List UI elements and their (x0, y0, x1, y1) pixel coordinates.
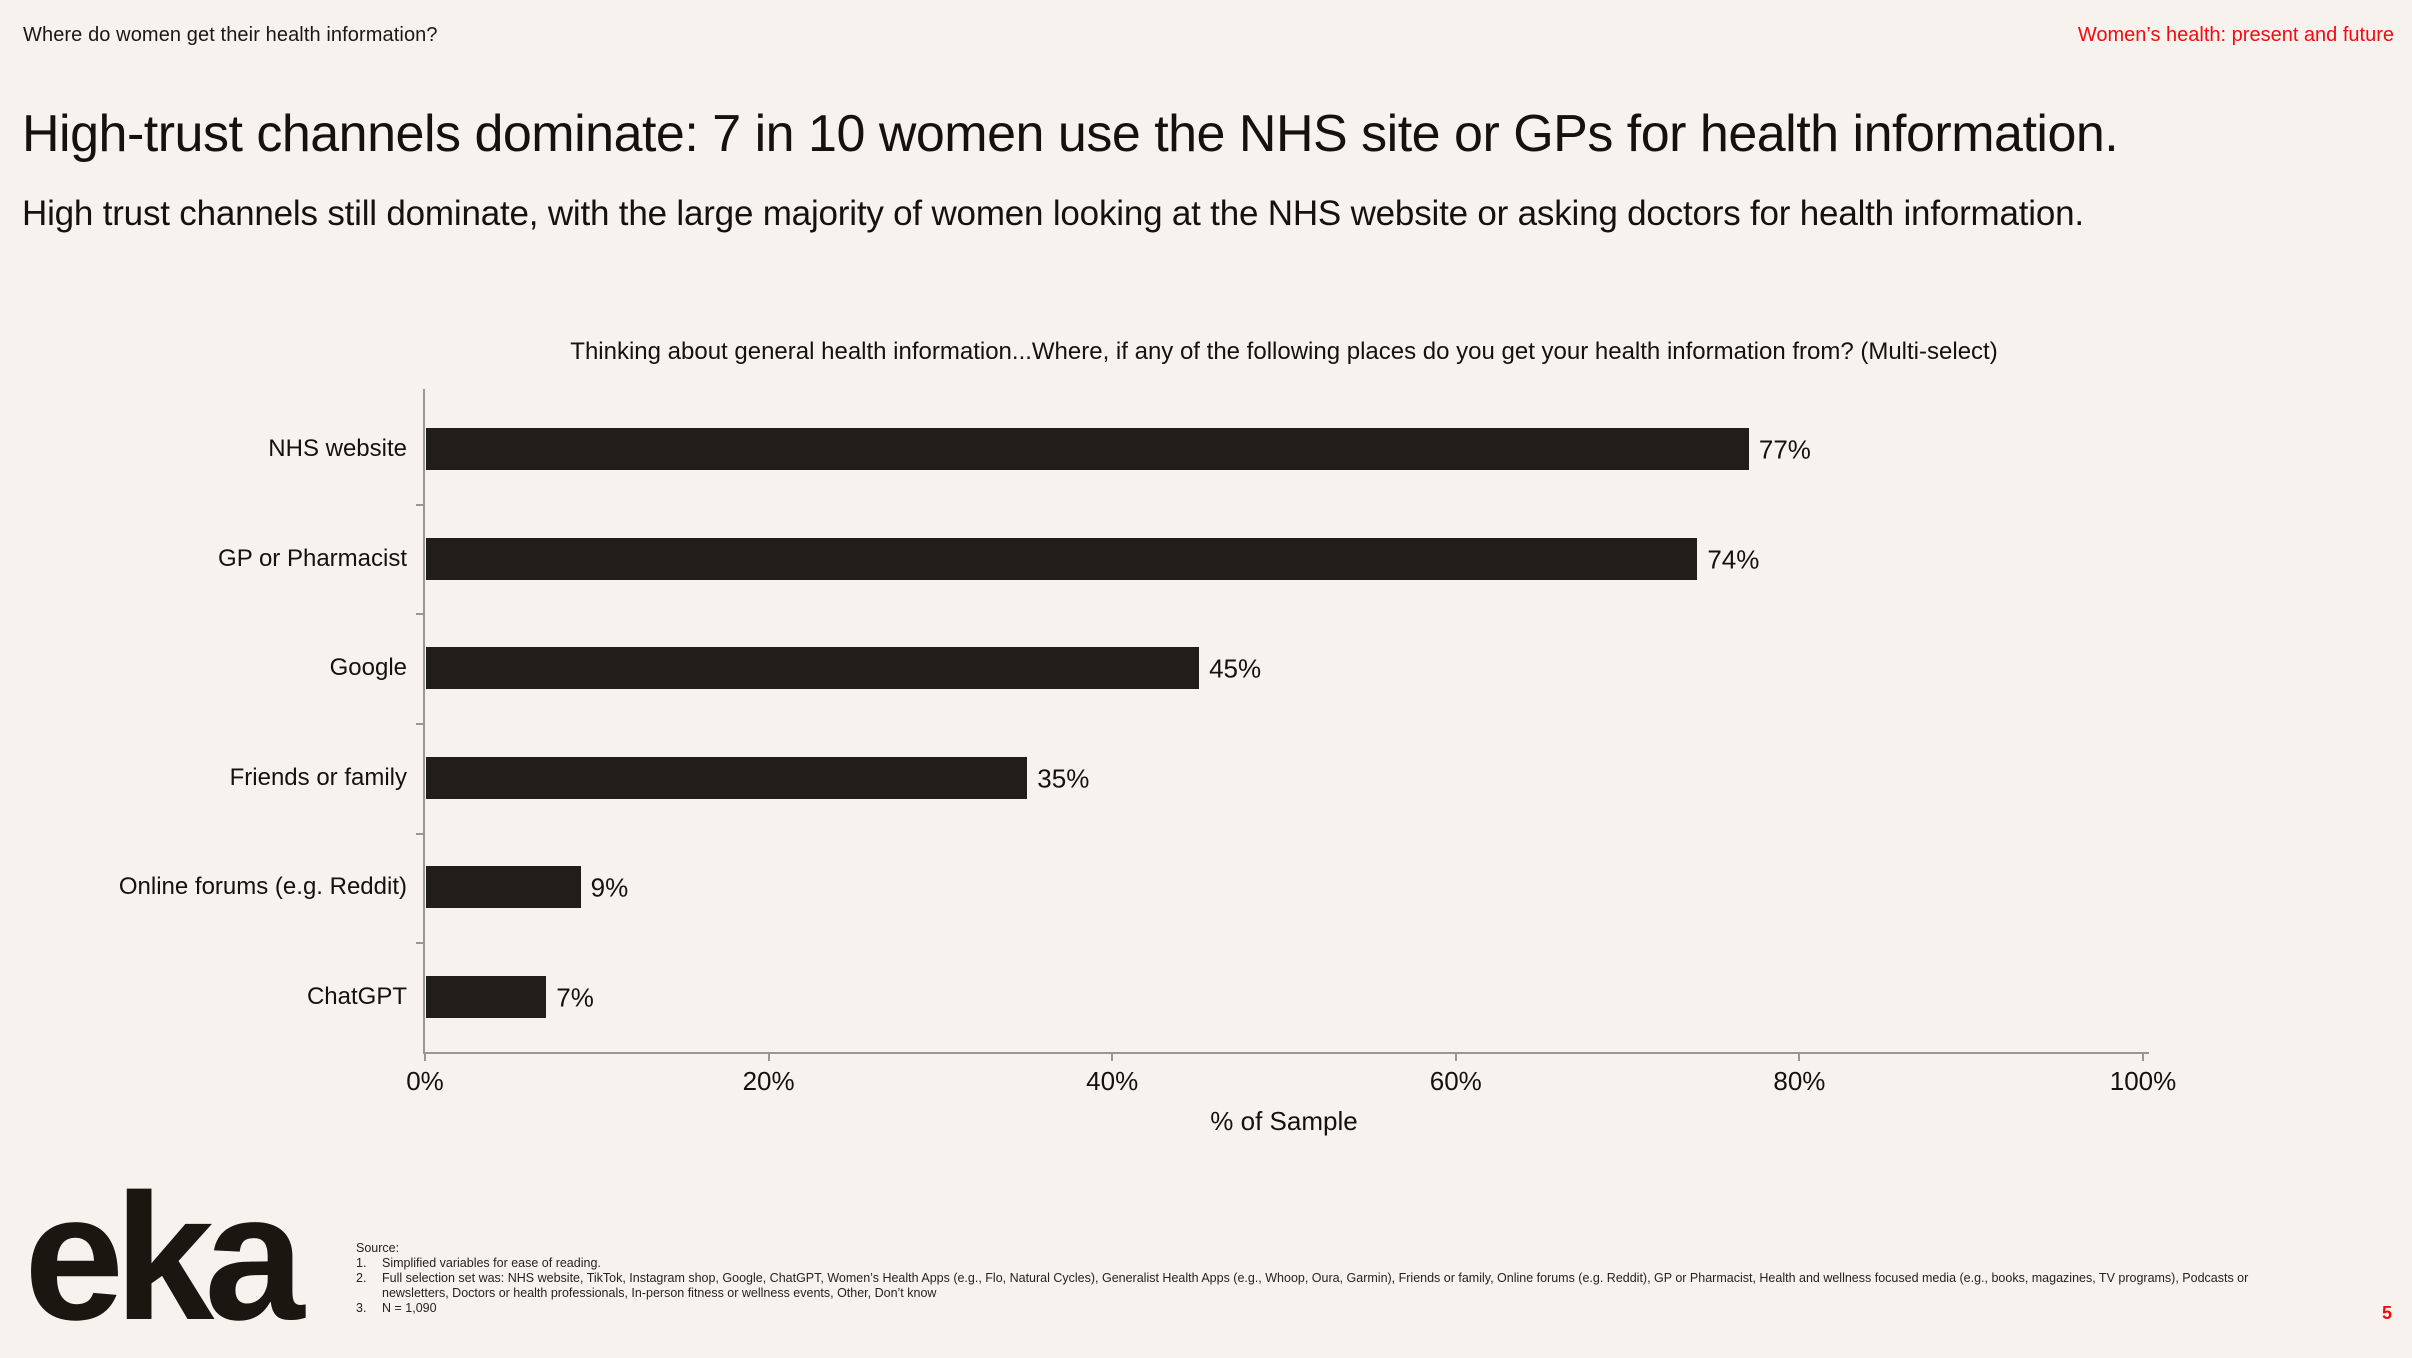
y-axis-line (423, 389, 425, 1054)
y-axis-tick (416, 942, 424, 945)
x-axis-tick (767, 1052, 770, 1061)
x-axis-label: % of Sample (1210, 1106, 1358, 1136)
bar (426, 647, 1200, 690)
slide-title: High-trust channels dominate: 7 in 10 wo… (22, 105, 2119, 163)
report-title-label: Women’s health: present and future (2077, 24, 2394, 46)
source-note: 1. Simplified variables for ease of readi… (356, 1256, 2256, 1271)
source-note: 2. Full selection set was: NHS website, T… (356, 1271, 2256, 1301)
x-axis-line (423, 1052, 2149, 1054)
source-note-text: Full selection set was: NHS website, Tik… (382, 1271, 2249, 1300)
source-note-text: N = 1,090 (382, 1301, 437, 1315)
x-tick-label: 60% (1429, 1066, 1482, 1096)
x-axis-tick (1454, 1052, 1457, 1061)
slide-subtitle: High trust channels still dominate, with… (22, 194, 2084, 233)
chart-title: Thinking about general health informatio… (570, 338, 1998, 365)
category-label: ChatGPT (306, 983, 407, 1010)
source-note: 3. N = 1,090 (356, 1301, 2256, 1316)
category-label: Google (329, 654, 407, 682)
bar (426, 428, 1749, 470)
y-axis-tick (416, 723, 424, 725)
category-label: NHS website (268, 435, 407, 462)
x-tick-label: 20% (742, 1066, 795, 1096)
x-axis-tick (1111, 1052, 1114, 1061)
x-tick-label: 100% (2109, 1066, 2177, 1096)
bar-value-label: 45% (1209, 653, 1262, 684)
x-tick-label: 80% (1773, 1066, 1826, 1096)
bar (426, 756, 1028, 799)
source-notes-list: 1. Simplified variables for ease of readi… (356, 1256, 2256, 1316)
slide-header-question: Where do women get their health informat… (23, 24, 438, 46)
source-notes: Source: 1. Simplified variables for ease … (356, 1241, 2256, 1316)
source-note-number: 1. (356, 1256, 367, 1270)
source-note-number: 3. (356, 1301, 367, 1315)
bar-value-label: 7% (556, 982, 594, 1013)
bar-value-label: 35% (1037, 763, 1090, 794)
bar (426, 866, 581, 909)
bar-value-label: 9% (590, 872, 629, 903)
source-note-text: Simplified variables for ease of reading… (382, 1256, 601, 1270)
source-note-number: 2. (356, 1271, 367, 1285)
page-number: 5 (2381, 1303, 2392, 1323)
y-axis-tick (416, 832, 424, 835)
source-label: Source: (356, 1241, 400, 1255)
category-label: GP or Pharmacist (218, 544, 407, 572)
category-label: Online forums (e.g. Reddit) (118, 873, 407, 901)
y-axis-tick (416, 613, 424, 616)
bar-value-label: 77% (1758, 434, 1811, 465)
x-tick-label: 0% (406, 1066, 444, 1096)
bar (426, 976, 547, 1018)
bar (426, 537, 1698, 580)
x-tick-label: 40% (1086, 1066, 1139, 1096)
x-axis-tick (424, 1052, 426, 1061)
y-axis-tick (416, 503, 424, 506)
bar-value-label: 74% (1707, 544, 1760, 575)
eka-logo: eka (24, 1157, 305, 1358)
x-axis-tick (1798, 1052, 1801, 1061)
category-label: Friends or family (229, 763, 407, 791)
x-axis-tick (2142, 1052, 2144, 1061)
